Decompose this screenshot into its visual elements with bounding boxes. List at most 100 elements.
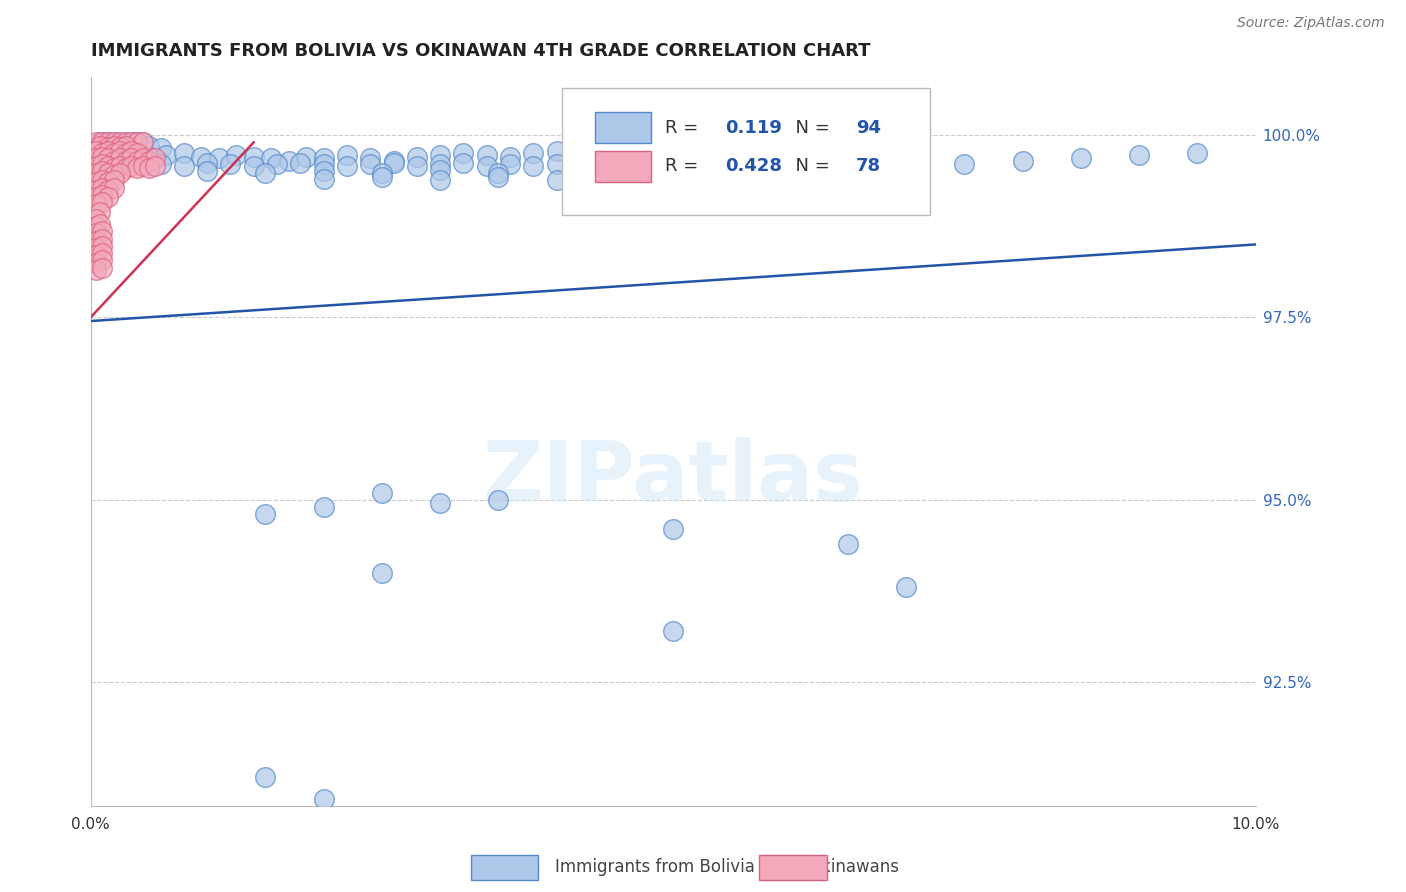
Text: 94: 94	[856, 119, 882, 136]
Text: Okinawans: Okinawans	[808, 858, 900, 876]
Point	[522, 146, 544, 161]
Point	[254, 508, 277, 522]
Point	[132, 159, 155, 173]
Point	[616, 155, 638, 169]
Point	[91, 253, 114, 268]
Point	[114, 146, 136, 161]
Point	[89, 146, 111, 161]
Point	[97, 175, 120, 189]
Point	[97, 190, 120, 204]
FancyBboxPatch shape	[595, 151, 651, 182]
Point	[312, 164, 335, 178]
Point	[208, 151, 231, 165]
Point	[138, 153, 160, 168]
Point	[709, 153, 731, 168]
Point	[86, 151, 108, 165]
Point	[103, 173, 125, 187]
Point	[100, 141, 122, 155]
Point	[97, 135, 120, 149]
Point	[312, 792, 335, 806]
Point	[91, 231, 114, 245]
Text: Source: ZipAtlas.com: Source: ZipAtlas.com	[1237, 16, 1385, 30]
Point	[662, 155, 685, 169]
Point	[127, 153, 149, 168]
Point	[120, 151, 142, 165]
Point	[254, 770, 277, 784]
Text: R =: R =	[665, 119, 704, 136]
Point	[546, 144, 568, 158]
Point	[429, 173, 451, 187]
Point	[97, 140, 120, 154]
Point	[89, 217, 111, 231]
Point	[429, 163, 451, 178]
Point	[132, 135, 155, 149]
Point	[546, 157, 568, 171]
Point	[266, 157, 288, 171]
Point	[242, 150, 264, 164]
Point	[190, 150, 212, 164]
Point	[127, 146, 149, 161]
Point	[1070, 151, 1092, 165]
Point	[114, 139, 136, 153]
Point	[91, 239, 114, 253]
Point	[499, 157, 522, 171]
Point	[277, 153, 299, 168]
Point	[685, 151, 707, 165]
Point	[127, 147, 149, 161]
Point	[568, 146, 591, 161]
Point	[371, 566, 394, 580]
Point	[103, 153, 125, 168]
Point	[638, 153, 661, 168]
Point	[486, 166, 509, 180]
Point	[662, 624, 685, 639]
Point	[89, 139, 111, 153]
Point	[89, 135, 111, 149]
Point	[127, 161, 149, 175]
Point	[108, 143, 131, 157]
Point	[429, 148, 451, 162]
Point	[242, 159, 264, 173]
Point	[103, 168, 125, 182]
Text: N =: N =	[785, 157, 835, 176]
Point	[1011, 153, 1033, 168]
Point	[173, 146, 195, 161]
Text: ZIPatlas: ZIPatlas	[482, 437, 863, 518]
Point	[662, 522, 685, 536]
Point	[124, 135, 146, 149]
Point	[312, 157, 335, 171]
Point	[155, 148, 177, 162]
Point	[120, 144, 142, 158]
Point	[97, 148, 120, 162]
Point	[953, 157, 976, 171]
Point	[86, 255, 108, 269]
Point	[120, 135, 142, 149]
Point	[86, 197, 108, 211]
Point	[359, 151, 381, 165]
Point	[105, 150, 128, 164]
Point	[97, 166, 120, 180]
Point	[312, 171, 335, 186]
Point	[475, 159, 498, 173]
Point	[86, 248, 108, 262]
Point	[103, 161, 125, 175]
Point	[896, 580, 918, 594]
Point	[86, 143, 108, 157]
Point	[592, 157, 614, 171]
Text: 0.119: 0.119	[725, 119, 783, 136]
Point	[91, 157, 114, 171]
Point	[486, 492, 509, 507]
Text: 0.428: 0.428	[725, 157, 783, 176]
Point	[638, 157, 661, 171]
Point	[114, 135, 136, 149]
Point	[254, 166, 277, 180]
Point	[91, 180, 114, 194]
Point	[138, 161, 160, 175]
Point	[896, 153, 918, 168]
Point	[522, 159, 544, 173]
Point	[779, 157, 801, 171]
Point	[225, 148, 247, 162]
Point	[143, 159, 166, 173]
Point	[105, 135, 128, 149]
Point	[91, 246, 114, 260]
Point	[149, 141, 172, 155]
